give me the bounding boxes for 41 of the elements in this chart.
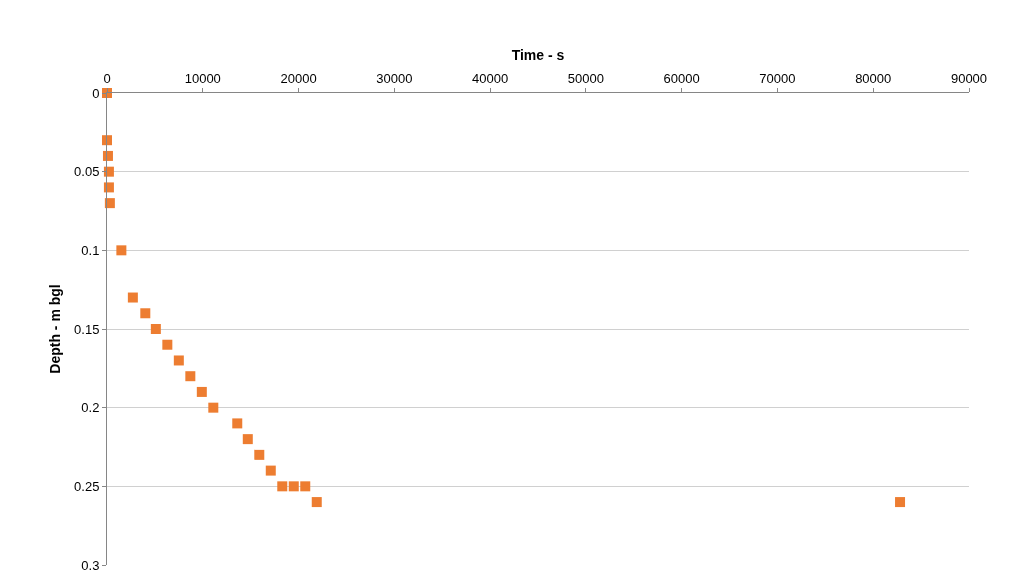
y-tick-label: 0.1: [81, 242, 100, 258]
point: [196, 386, 207, 397]
point: [300, 481, 311, 492]
y-tick-label: 0.15: [74, 321, 100, 337]
point: [277, 481, 288, 492]
point: [311, 497, 322, 508]
x-tick-label: 50000: [567, 70, 604, 86]
x-tick-label: 90000: [950, 70, 988, 86]
x-tick-label: 60000: [663, 70, 700, 86]
point: [162, 339, 173, 350]
point: [288, 481, 299, 492]
y-tick-label: 0.25: [74, 478, 100, 494]
point: [185, 371, 196, 382]
y-tick-label: 0.05: [74, 164, 100, 180]
x-tick-label: 30000: [376, 70, 413, 86]
point: [265, 465, 276, 476]
y-axis-title: Depth - m bgl: [46, 284, 63, 374]
point: [173, 355, 184, 366]
point: [102, 150, 113, 161]
x-axis-title: Time - s: [511, 47, 565, 64]
y-tick-label: 0: [92, 85, 100, 101]
point: [127, 292, 138, 303]
point: [208, 402, 219, 413]
x-tick-label: 10000: [184, 70, 221, 86]
point: [232, 418, 243, 429]
y-tick-label: 0.2: [81, 400, 100, 416]
x-tick-label: 80000: [855, 70, 892, 86]
point: [254, 449, 265, 460]
x-tick-label: 20000: [280, 70, 317, 86]
point: [895, 497, 906, 508]
point: [242, 434, 253, 445]
point: [102, 135, 112, 146]
x-tick-label: 0: [103, 70, 111, 86]
point: [103, 182, 114, 193]
x-tick-label: 70000: [759, 70, 796, 86]
point: [140, 308, 151, 319]
point: [116, 245, 127, 256]
x-tick-label: 40000: [472, 70, 509, 86]
point: [150, 324, 161, 334]
y-tick-label: 0.3: [81, 557, 100, 573]
point: [104, 198, 115, 209]
